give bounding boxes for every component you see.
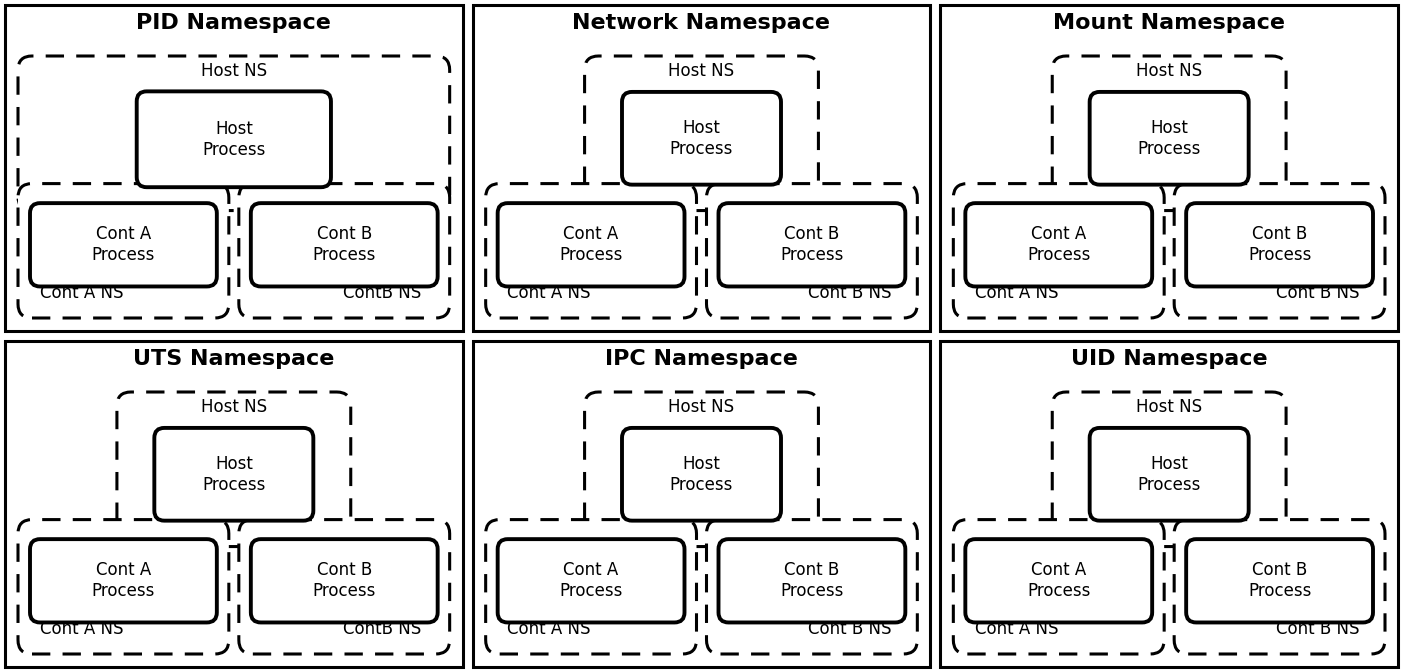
Text: Cont B NS: Cont B NS <box>1275 284 1360 302</box>
Text: UTS Namespace: UTS Namespace <box>133 349 334 369</box>
FancyBboxPatch shape <box>718 539 905 622</box>
Text: Mount Namespace: Mount Namespace <box>1054 13 1285 33</box>
FancyBboxPatch shape <box>965 203 1152 286</box>
Text: Host
Process: Host Process <box>202 120 265 159</box>
FancyBboxPatch shape <box>1186 203 1374 286</box>
FancyBboxPatch shape <box>116 392 351 546</box>
FancyBboxPatch shape <box>1052 392 1287 546</box>
FancyBboxPatch shape <box>585 392 818 546</box>
Bar <box>940 341 1397 667</box>
FancyBboxPatch shape <box>485 519 696 654</box>
Text: Cont B NS: Cont B NS <box>808 620 892 638</box>
Text: Cont A
Process: Cont A Process <box>560 225 623 264</box>
Bar <box>940 5 1397 331</box>
Text: Cont A
Process: Cont A Process <box>560 561 623 600</box>
FancyBboxPatch shape <box>1090 92 1249 185</box>
Text: Network Namespace: Network Namespace <box>572 13 831 33</box>
Text: Host
Process: Host Process <box>669 455 734 494</box>
FancyBboxPatch shape <box>1090 428 1249 521</box>
FancyBboxPatch shape <box>707 183 918 318</box>
FancyBboxPatch shape <box>1052 56 1287 210</box>
FancyBboxPatch shape <box>485 183 696 318</box>
FancyBboxPatch shape <box>18 183 229 318</box>
Text: Cont A NS: Cont A NS <box>506 620 591 638</box>
Text: Host
Process: Host Process <box>1138 119 1201 158</box>
Text: UID Namespace: UID Namespace <box>1070 349 1267 369</box>
FancyBboxPatch shape <box>18 519 229 654</box>
Text: IPC Namespace: IPC Namespace <box>605 349 798 369</box>
Bar <box>6 341 463 667</box>
Bar <box>473 341 930 667</box>
FancyBboxPatch shape <box>239 183 450 318</box>
FancyBboxPatch shape <box>29 539 217 622</box>
Text: Cont A NS: Cont A NS <box>39 284 123 302</box>
Text: Cont A
Process: Cont A Process <box>1027 561 1090 600</box>
FancyBboxPatch shape <box>136 91 331 187</box>
Text: Cont A NS: Cont A NS <box>975 284 1058 302</box>
Text: Cont A
Process: Cont A Process <box>1027 225 1090 264</box>
FancyBboxPatch shape <box>622 92 781 185</box>
FancyBboxPatch shape <box>1174 183 1385 318</box>
FancyBboxPatch shape <box>498 539 685 622</box>
Text: Cont A
Process: Cont A Process <box>91 561 156 600</box>
Text: Cont B
Process: Cont B Process <box>313 225 376 264</box>
FancyBboxPatch shape <box>707 519 918 654</box>
Text: Cont A NS: Cont A NS <box>975 620 1058 638</box>
Text: Host NS: Host NS <box>668 62 735 80</box>
FancyBboxPatch shape <box>1186 539 1374 622</box>
Text: Host NS: Host NS <box>201 62 267 80</box>
Text: Cont A NS: Cont A NS <box>506 284 591 302</box>
FancyBboxPatch shape <box>251 539 438 622</box>
FancyBboxPatch shape <box>953 183 1164 318</box>
Text: Cont A NS: Cont A NS <box>39 620 123 638</box>
Text: Host NS: Host NS <box>668 398 735 416</box>
FancyBboxPatch shape <box>953 519 1164 654</box>
Text: Cont B
Process: Cont B Process <box>1247 561 1312 600</box>
Text: Host NS: Host NS <box>201 398 267 416</box>
Text: PID Namespace: PID Namespace <box>136 13 331 33</box>
FancyBboxPatch shape <box>18 56 450 210</box>
Text: Host NS: Host NS <box>1136 62 1202 80</box>
Bar <box>6 5 463 331</box>
FancyBboxPatch shape <box>1174 519 1385 654</box>
Text: Host
Process: Host Process <box>669 119 734 158</box>
FancyBboxPatch shape <box>239 519 450 654</box>
FancyBboxPatch shape <box>718 203 905 286</box>
Text: Cont B
Process: Cont B Process <box>780 225 843 264</box>
FancyBboxPatch shape <box>498 203 685 286</box>
Text: Cont B
Process: Cont B Process <box>1247 225 1312 264</box>
Text: Host
Process: Host Process <box>202 455 265 494</box>
Text: Cont A
Process: Cont A Process <box>91 225 156 264</box>
Text: Cont B NS: Cont B NS <box>808 284 892 302</box>
Text: Host
Process: Host Process <box>1138 455 1201 494</box>
Text: Cont B
Process: Cont B Process <box>780 561 843 600</box>
FancyBboxPatch shape <box>965 539 1152 622</box>
Text: ContB NS: ContB NS <box>344 620 421 638</box>
FancyBboxPatch shape <box>154 428 313 521</box>
Text: ContB NS: ContB NS <box>344 284 421 302</box>
Text: Cont B
Process: Cont B Process <box>313 561 376 600</box>
Bar <box>473 5 930 331</box>
FancyBboxPatch shape <box>29 203 217 286</box>
Text: Host NS: Host NS <box>1136 398 1202 416</box>
FancyBboxPatch shape <box>622 428 781 521</box>
FancyBboxPatch shape <box>251 203 438 286</box>
FancyBboxPatch shape <box>585 56 818 210</box>
Text: Cont B NS: Cont B NS <box>1275 620 1360 638</box>
